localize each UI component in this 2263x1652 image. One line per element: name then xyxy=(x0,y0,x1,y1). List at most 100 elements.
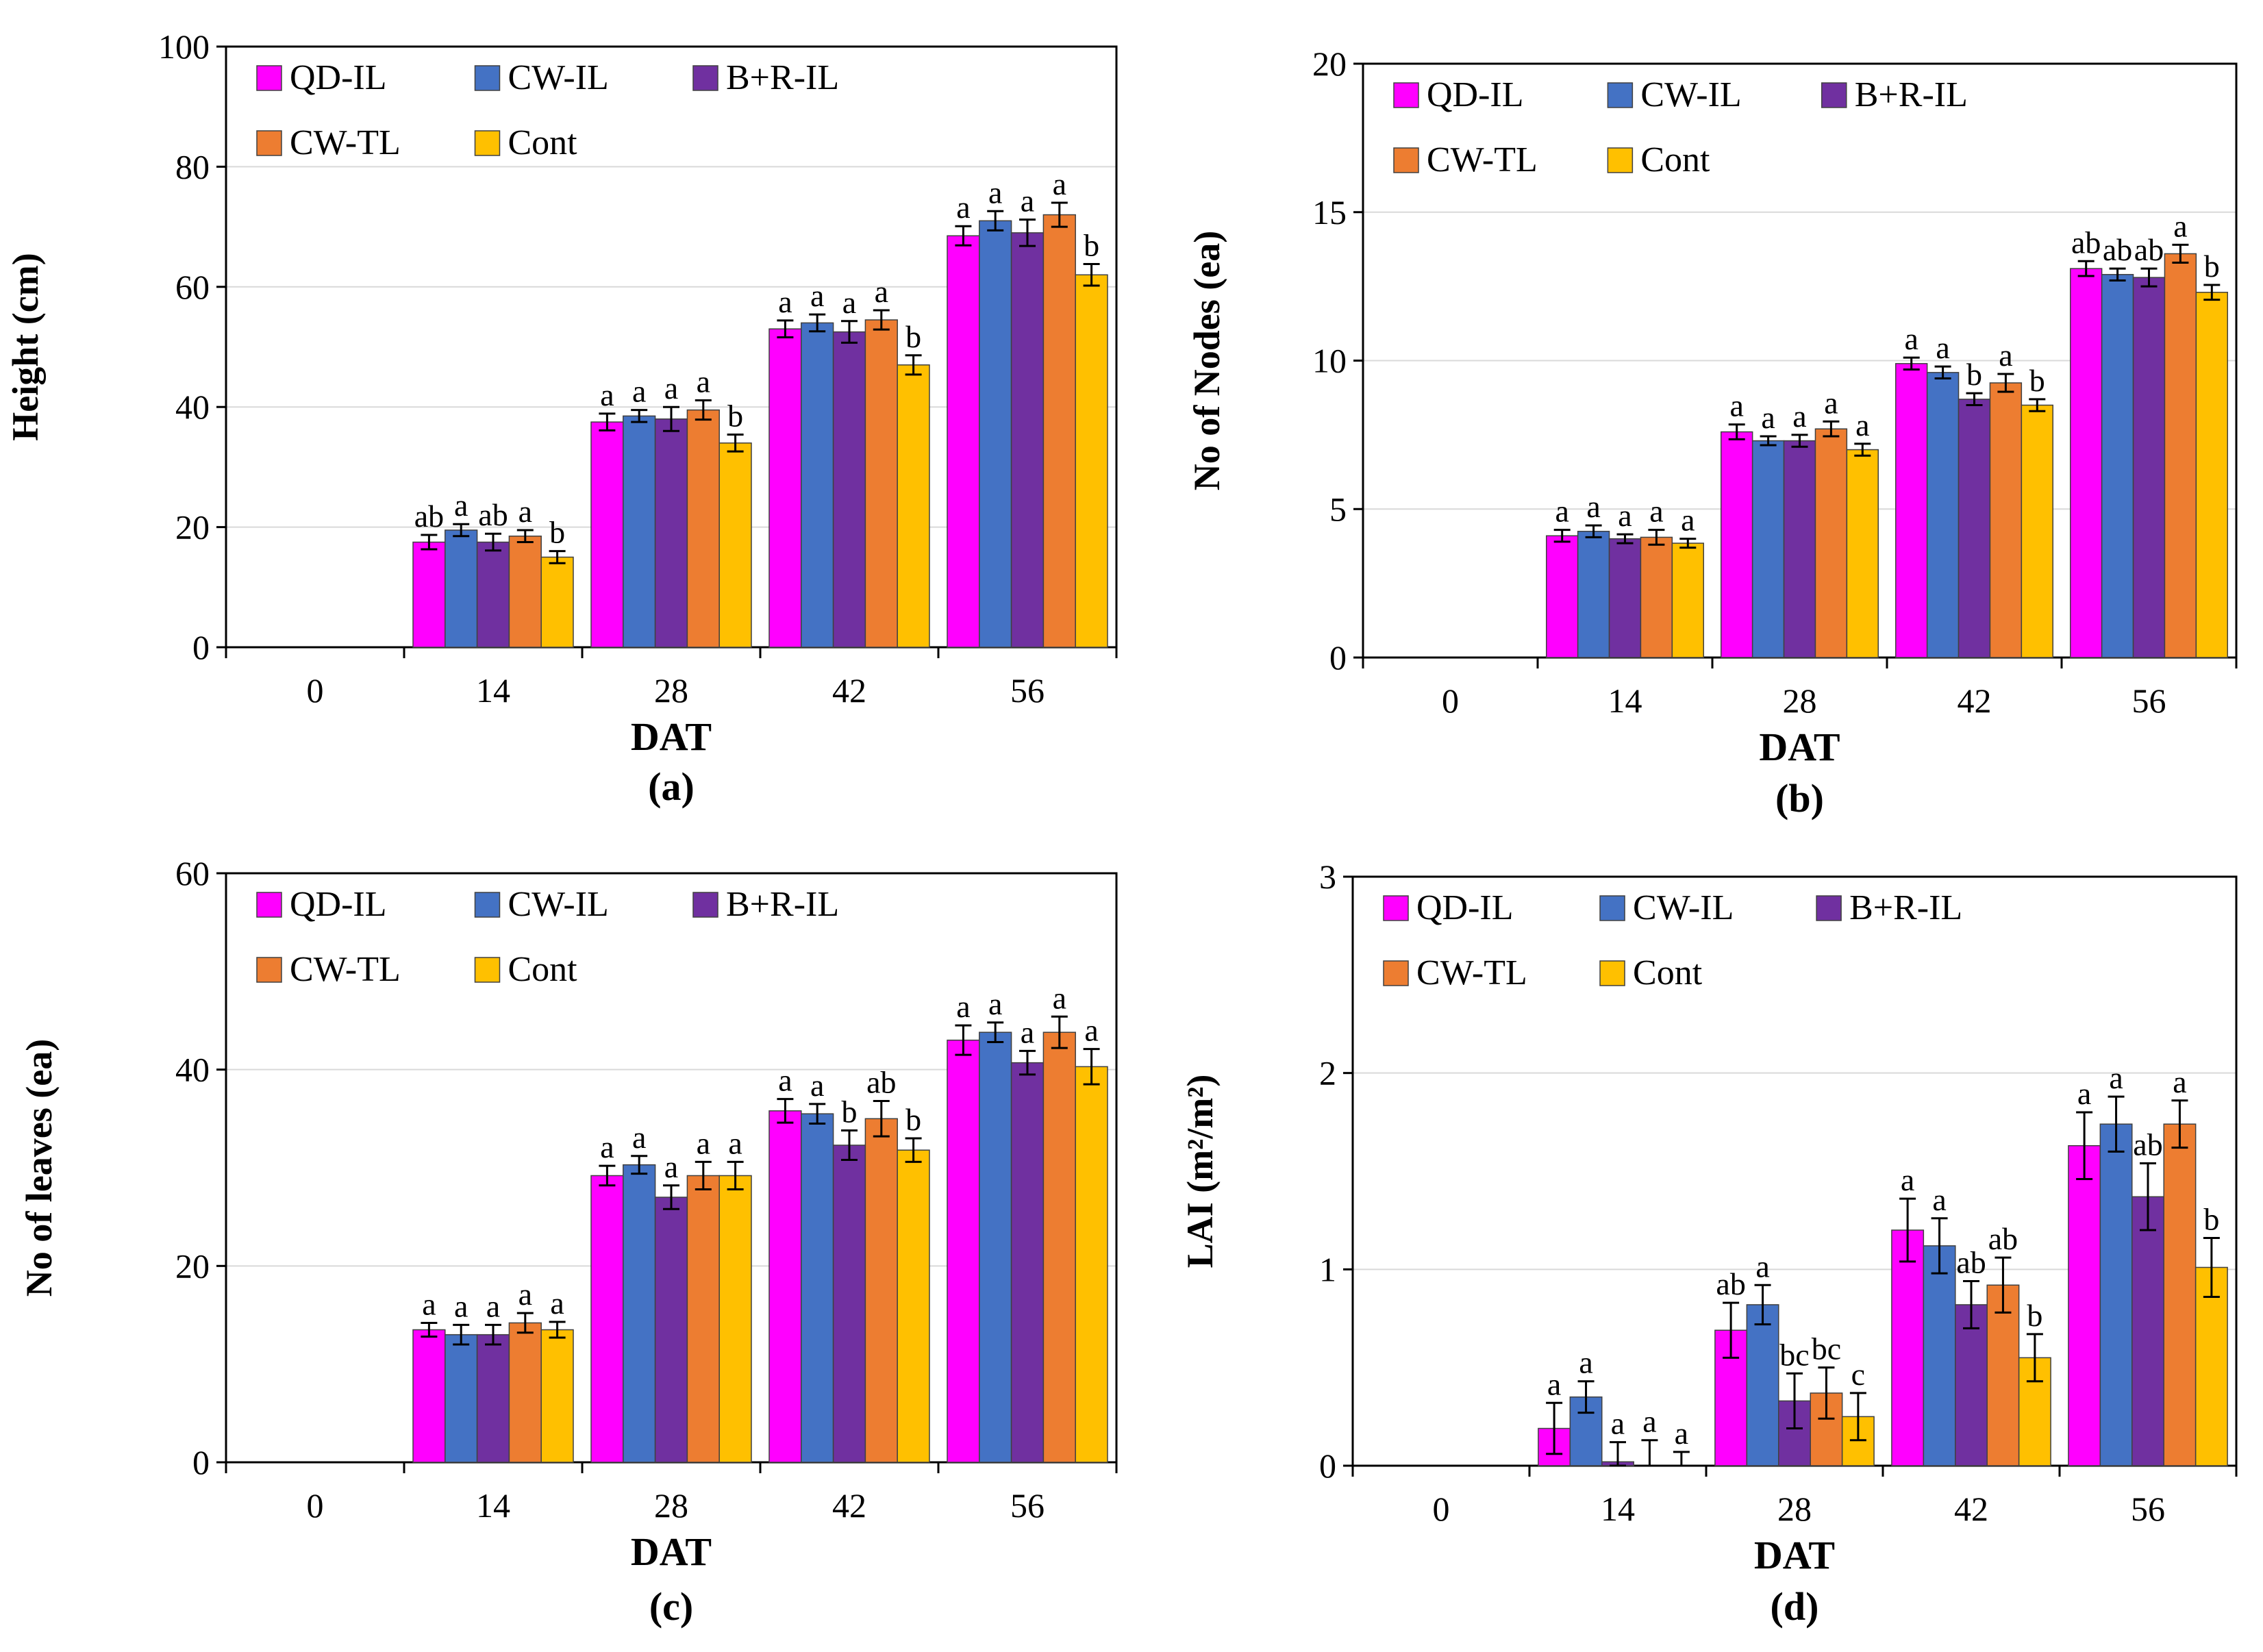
bar-cw-il xyxy=(801,322,834,648)
significance-letter: a xyxy=(1053,166,1066,201)
significance-letter: a xyxy=(1855,408,1869,442)
bar-qd-il xyxy=(947,235,980,648)
significance-letter: a xyxy=(1755,1249,1769,1284)
bar-b-r-il xyxy=(476,1334,510,1463)
y-tick-label: 60 xyxy=(175,854,210,892)
significance-letter: ab xyxy=(478,497,508,532)
legend-swatch xyxy=(1383,895,1409,921)
legend-label: CW-IL xyxy=(508,885,609,924)
significance-letter: a xyxy=(988,986,1002,1021)
bar-cw-il xyxy=(1746,1304,1779,1466)
y-tick-label: 10 xyxy=(1312,342,1347,380)
bar-cw-tl xyxy=(686,409,720,648)
significance-letter: a xyxy=(1084,1013,1098,1048)
legend-label: Cont xyxy=(508,123,578,162)
significance-letter: a xyxy=(2109,1060,2123,1095)
legend-swatch xyxy=(474,130,501,156)
bar-qd-il xyxy=(947,1039,980,1463)
legend-swatch xyxy=(1383,960,1409,986)
bar-b-r-il xyxy=(1010,232,1045,648)
significance-letter: a xyxy=(697,364,710,399)
significance-letter: a xyxy=(875,274,888,309)
bar-qd-il xyxy=(768,1110,802,1463)
bar-cont xyxy=(540,1329,574,1463)
x-tick-label: 42 xyxy=(1958,681,1992,720)
legend-swatch xyxy=(1821,82,1847,108)
x-tick-label: 56 xyxy=(2131,1490,2165,1528)
significance-letter: a xyxy=(2173,1064,2186,1099)
x-tick-label: 42 xyxy=(832,671,866,710)
bar-qd-il xyxy=(590,421,624,648)
legend-swatch xyxy=(1393,147,1419,173)
x-tick-label: 0 xyxy=(1433,1490,1450,1528)
significance-letter: b xyxy=(2027,1298,2042,1333)
panel-caption: (d) xyxy=(1771,1584,1819,1629)
legend-swatch xyxy=(474,892,501,918)
significance-letter: b xyxy=(1966,357,1982,392)
significance-letter: bc xyxy=(1779,1337,1809,1372)
significance-letter: a xyxy=(1932,1182,1946,1217)
bar-b-r-il xyxy=(1010,1062,1045,1463)
y-tick-label: 100 xyxy=(158,27,210,66)
y-tick-label: 0 xyxy=(192,628,210,666)
significance-letter: b xyxy=(2204,249,2220,284)
bar-cont xyxy=(2021,404,2054,658)
legend-swatch xyxy=(1599,960,1625,986)
significance-letter: a xyxy=(1649,494,1663,529)
significance-letter: a xyxy=(1824,385,1838,420)
legend-label: B+R-IL xyxy=(1855,75,1968,114)
bar-b-r-il xyxy=(1783,440,1816,658)
y-tick-label: 3 xyxy=(1319,858,1336,896)
y-tick-label: 0 xyxy=(192,1443,210,1481)
significance-letter: a xyxy=(810,1068,824,1103)
x-tick-label: 14 xyxy=(1608,681,1642,720)
significance-letter: a xyxy=(1547,1366,1561,1401)
significance-letter: a xyxy=(842,285,856,320)
y-tick-label: 20 xyxy=(175,1247,210,1285)
y-tick-label: 2 xyxy=(1319,1054,1336,1092)
significance-letter: b xyxy=(905,1102,921,1137)
y-tick-label: 60 xyxy=(175,268,210,306)
bar-cw-tl xyxy=(686,1175,720,1463)
x-tick-label: 28 xyxy=(1777,1490,1812,1528)
legend-label: QD-IL xyxy=(290,885,387,924)
significance-letter: a xyxy=(600,1129,614,1164)
significance-letter: ab xyxy=(2134,232,2164,267)
significance-letter: a xyxy=(1611,1406,1625,1441)
legend-label: CW-TL xyxy=(290,950,401,989)
x-tick-label: 28 xyxy=(654,1486,688,1525)
y-axis-title: No of Nodes (ea) xyxy=(1186,231,1227,490)
y-tick-label: 1 xyxy=(1319,1250,1336,1288)
legend-label: CW-TL xyxy=(1416,953,1527,992)
y-tick-label: 20 xyxy=(175,508,210,547)
legend-swatch xyxy=(692,892,718,918)
bar-cw-il xyxy=(801,1113,834,1463)
x-axis-title: DAT xyxy=(631,1529,712,1574)
significance-letter: a xyxy=(1999,338,2012,373)
bar-cont xyxy=(1846,449,1879,658)
bar-cont xyxy=(2195,1266,2228,1466)
bar-b-r-il xyxy=(654,418,688,648)
x-tick-label: 0 xyxy=(307,1486,324,1525)
significance-letter: a xyxy=(1681,503,1695,538)
legend-swatch xyxy=(256,892,282,918)
significance-letter: b xyxy=(727,399,743,434)
significance-letter: a xyxy=(1555,494,1568,529)
bar-cw-tl xyxy=(1042,1031,1076,1463)
significance-letter: b xyxy=(905,319,921,354)
y-tick-label: 15 xyxy=(1312,193,1347,231)
bar-cw-il xyxy=(1926,372,1960,658)
legend-label: B+R-IL xyxy=(726,58,839,97)
legend-swatch xyxy=(474,65,501,91)
bar-qd-il xyxy=(412,541,446,648)
x-tick-label: 56 xyxy=(1010,1486,1045,1525)
y-tick-label: 40 xyxy=(175,388,210,426)
significance-letter: ab xyxy=(2103,232,2132,267)
panel-caption: (a) xyxy=(648,764,695,809)
bar-cont xyxy=(718,442,752,648)
legend-label: Cont xyxy=(1640,140,1710,179)
significance-letter: a xyxy=(956,190,970,225)
y-axis-title: LAI (m²/m²) xyxy=(1179,1075,1221,1268)
bar-cw-il xyxy=(445,1334,478,1463)
